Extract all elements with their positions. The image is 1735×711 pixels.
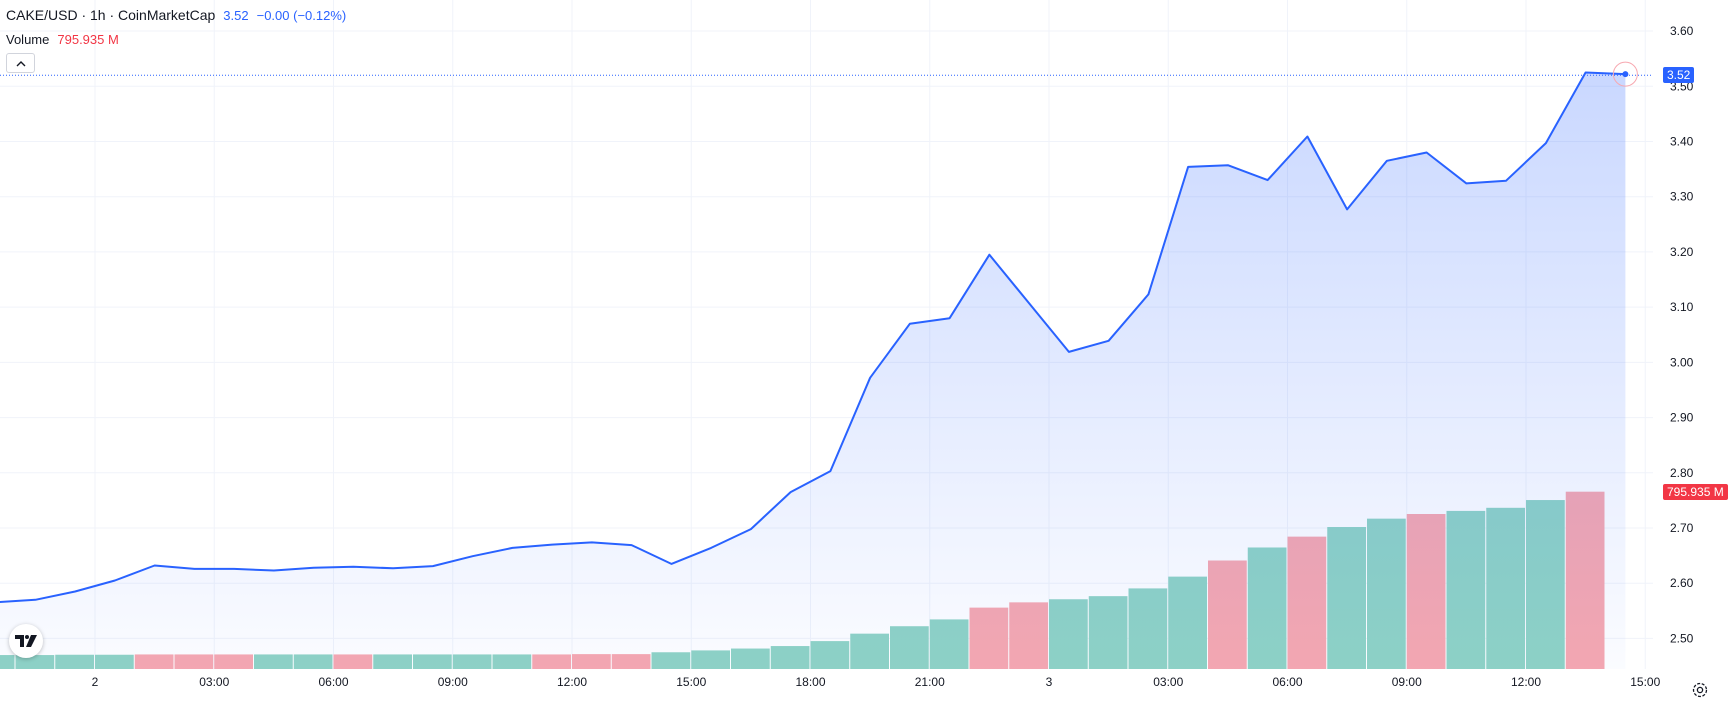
x-tick-label: 09:00 <box>1392 675 1422 689</box>
y-tick-label: 2.50 <box>1670 631 1694 645</box>
price-area-fill <box>0 72 1626 669</box>
chevron-up-icon <box>16 60 25 66</box>
x-tick-label: 21:00 <box>915 675 945 689</box>
last-price-tag: 3.52 <box>1663 67 1695 84</box>
x-tick-label: 3 <box>1046 675 1053 689</box>
last-point-ring <box>1612 61 1638 87</box>
y-tick-label: 2.70 <box>1670 521 1694 535</box>
collapse-legend-button[interactable] <box>6 53 35 73</box>
price-area <box>0 72 1626 669</box>
gear-icon[interactable] <box>1690 680 1710 700</box>
x-tick-label: 09:00 <box>438 675 468 689</box>
y-tick-label: 2.90 <box>1670 411 1694 425</box>
x-tick-label: 12:00 <box>1511 675 1541 689</box>
x-tick-label: 15:00 <box>1630 675 1660 689</box>
last-point-dot <box>1622 71 1629 78</box>
y-tick-label: 3.60 <box>1670 24 1694 38</box>
y-tick-label: 3.20 <box>1670 245 1694 259</box>
x-tick-label: 06:00 <box>1272 675 1302 689</box>
x-tick-label: 2 <box>92 675 99 689</box>
symbol-title[interactable]: CAKE/USD · 1h · CoinMarketCap <box>6 7 216 23</box>
y-tick-label: 3.40 <box>1670 134 1694 148</box>
y-axis: 2.50 2.60 2.70 2.80 2.90 3.00 3.10 3.20 3.30 3.40… <box>1670 24 1694 645</box>
volume-value: 795.935 M <box>57 32 119 47</box>
x-tick-label: 03:00 <box>1153 675 1183 689</box>
y-tick-label: 3.00 <box>1670 355 1694 369</box>
last-volume-tag: 795.935 M <box>1663 483 1728 500</box>
legend-change: −0.00 (−0.12%) <box>256 8 347 23</box>
y-tick-label: 2.80 <box>1670 466 1694 480</box>
y-tick-label: 2.60 <box>1670 576 1694 590</box>
last-price-marker <box>0 61 1653 87</box>
y-tick-label: 3.30 <box>1670 190 1694 204</box>
volume-label[interactable]: Volume <box>6 32 50 47</box>
x-tick-label: 03:00 <box>199 675 229 689</box>
y-tick-label: 3.10 <box>1670 300 1694 314</box>
legend-price: 3.52 <box>223 8 249 23</box>
chart-legend: CAKE/USD · 1h · CoinMarketCap 3.52 −0.00… <box>6 6 346 49</box>
x-axis: 2 03:00 06:00 09:00 12:00 15:00 18:00 21:00 3 03:… <box>92 675 1661 689</box>
x-tick-label: 12:00 <box>557 675 587 689</box>
price-line-path <box>0 71 1626 603</box>
x-tick-label: 18:00 <box>795 675 825 689</box>
tradingview-logo-icon[interactable] <box>9 624 43 658</box>
x-tick-label: 15:00 <box>676 675 706 689</box>
x-tick-label: 06:00 <box>318 675 348 689</box>
price-line <box>0 71 1626 603</box>
